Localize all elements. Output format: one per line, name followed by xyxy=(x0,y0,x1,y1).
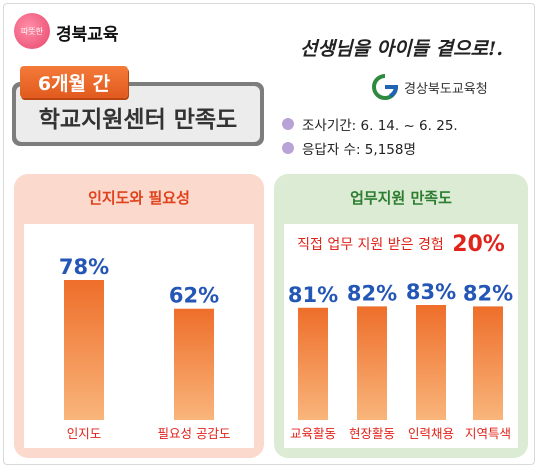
category-label: 필요성 공감도 xyxy=(158,426,231,441)
bullet-dot-icon xyxy=(282,142,294,154)
org-brand: 경상북도교육청 xyxy=(372,74,488,100)
survey-period: 조사기간: 6. 14. ~ 6. 25. xyxy=(282,114,458,134)
category-label: 지역특색 xyxy=(465,426,511,441)
bar-value-label: 62% xyxy=(169,284,219,308)
bar-value-label: 82% xyxy=(347,281,397,305)
bar xyxy=(357,306,387,420)
awareness-chart-svg: 78% 인지도 62% 필요성 공감도 xyxy=(59,255,231,441)
page-frame xyxy=(3,3,535,465)
bullet-dot-icon xyxy=(282,118,294,130)
bar xyxy=(298,307,328,420)
satisfaction-panel: 업무지원 만족도 직접 업무 지원 받은 경험 20% 81% 교육활동 82% 현장… xyxy=(274,174,528,458)
bar-value-label: 81% xyxy=(288,283,338,307)
chart-subtitle-text: 직접 업무 지원 받은 경험 xyxy=(297,237,444,253)
awareness-chart: 78% 인지도 62% 필요성 공감도 xyxy=(24,224,254,448)
chart-subtitle-value: 20% xyxy=(452,232,505,257)
satisfaction-chart-svg: 81% 교육활동 82% 현장활동 83% 인력채용 82% 지역특색 xyxy=(288,280,513,441)
slogan: 선생님을 아이들 곁으로!. xyxy=(300,38,503,60)
org-name: 경상북도교육청 xyxy=(404,81,488,97)
category-label: 인지도 xyxy=(67,426,102,441)
logo-emblem: 따뜻한 xyxy=(14,13,50,49)
bar xyxy=(416,305,446,420)
logo-emblem-text: 따뜻한 xyxy=(20,26,44,36)
bar xyxy=(64,280,104,420)
awareness-panel: 인지도와 필요성 78% 인지도 62% 필요성 공감도 xyxy=(14,174,264,458)
period-badge: 6개월 간 xyxy=(20,66,128,98)
org-logo-icon xyxy=(372,74,398,100)
survey-period-text: 조사기간: 6. 14. ~ 6. 25. xyxy=(302,118,458,134)
category-label: 현장활동 xyxy=(349,426,395,441)
bar-value-label: 78% xyxy=(59,255,109,279)
category-label: 인력채용 xyxy=(408,426,454,441)
logo-text: 경북교육 xyxy=(56,25,119,45)
bar xyxy=(174,308,214,420)
chart-subtitle: 직접 업무 지원 받은 경험 20% xyxy=(284,232,518,257)
awareness-panel-title: 인지도와 필요성 xyxy=(88,188,190,207)
satisfaction-chart: 직접 업무 지원 받은 경험 20% 81% 교육활동 82% 현장활동 83% 인력채용… xyxy=(284,224,518,448)
category-label: 교육활동 xyxy=(290,426,336,441)
bar-value-label: 83% xyxy=(406,280,456,304)
bar xyxy=(473,306,503,420)
respondents: 응답자 수: 5,158명 xyxy=(282,138,416,158)
bar-value-label: 82% xyxy=(463,281,513,305)
satisfaction-panel-title: 업무지원 만족도 xyxy=(350,188,452,207)
respondents-text: 응답자 수: 5,158명 xyxy=(302,142,416,158)
